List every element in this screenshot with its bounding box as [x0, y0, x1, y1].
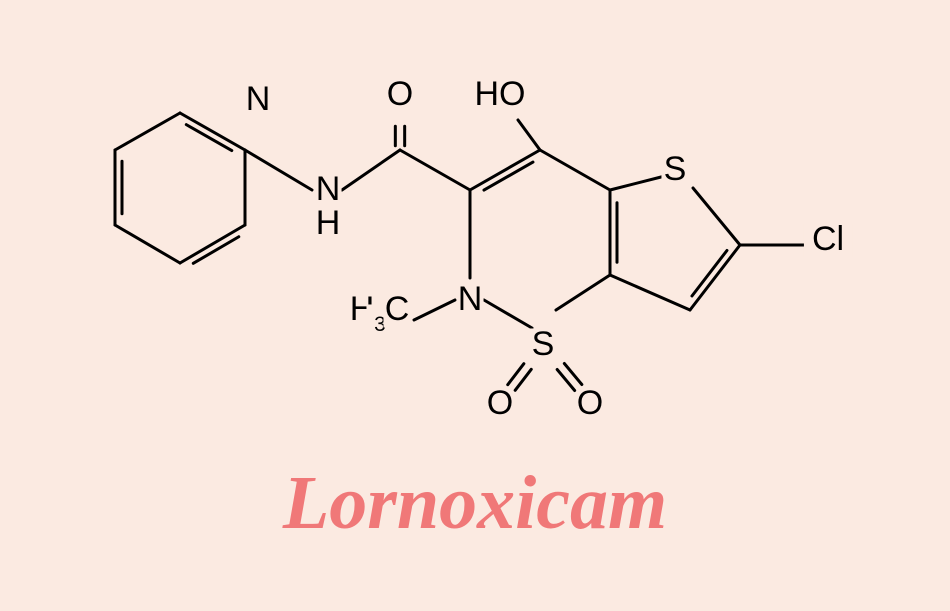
atom-label-carbonyl_O: O: [387, 75, 413, 113]
atom-label-amide_H: H: [316, 204, 341, 242]
atom-label-H3C_C: C: [385, 290, 410, 328]
atom-label-O2: O: [577, 384, 603, 422]
atom-label-amide_NH: N: [316, 170, 341, 208]
structure-canvas: NNHOHOSClNH3CSOO Lornoxicam: [0, 0, 950, 611]
atom-label-OH: HO: [475, 75, 526, 113]
atom-label-thio_S: S: [664, 150, 687, 188]
compound-name: Lornoxicam: [0, 460, 950, 547]
atom-label-ring_N: N: [246, 80, 271, 118]
atom-label-O1: O: [487, 384, 513, 422]
atom-label-NMe_N: N: [458, 280, 483, 318]
atom-label-Cl: Cl: [812, 220, 844, 258]
atom-label-ring_S: S: [532, 325, 555, 363]
